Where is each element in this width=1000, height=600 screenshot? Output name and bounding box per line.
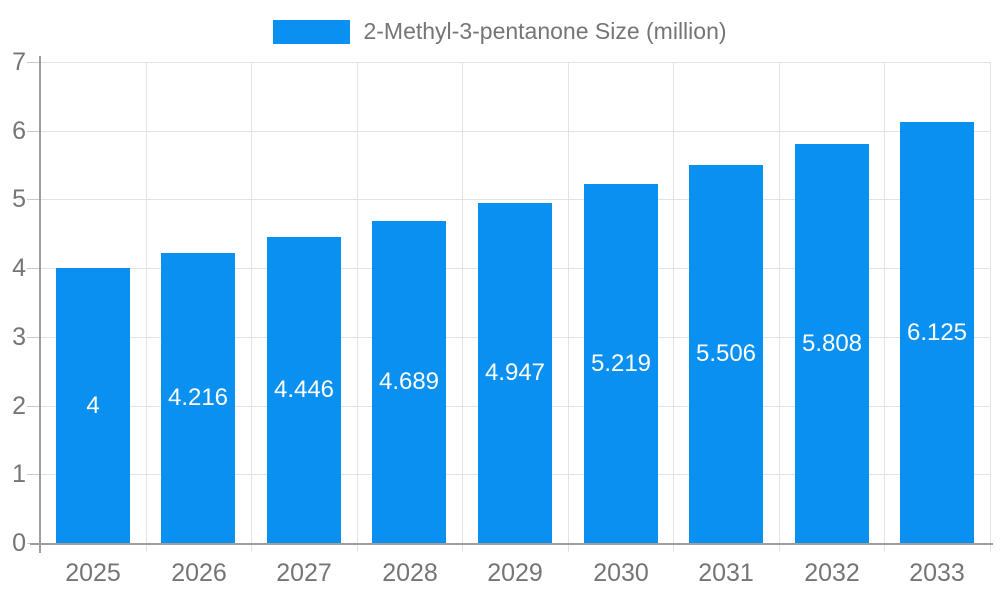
y-axis-label: 4 [12,254,26,282]
y-axis-tick [27,131,40,132]
grid-line-v [462,62,463,552]
grid-line-h [40,131,990,132]
y-axis-tick [27,406,40,407]
x-axis-line [30,543,993,545]
bar-value-label: 6.125 [906,318,968,346]
bar-value-label: 5.219 [590,349,652,377]
bar-value-label: 4.689 [378,368,440,395]
bar[interactable]: 4.947 [478,203,552,543]
x-axis-label: 2030 [593,559,649,587]
bar-value-label: 4.446 [273,376,335,403]
grid-line-h [40,199,990,200]
bar-value-label: 4.216 [167,384,229,411]
bar[interactable]: 4.446 [267,237,341,543]
grid-line-v [884,62,885,552]
bar[interactable]: 5.808 [795,144,869,543]
y-axis-tick [27,268,40,269]
grid-line-v [568,62,569,552]
y-axis-label: 0 [12,529,26,557]
y-axis-label: 6 [12,117,26,145]
y-axis-tick [27,337,40,338]
y-axis-tick [27,199,40,200]
x-axis-label: 2032 [804,559,860,587]
y-axis-label: 1 [12,460,26,488]
grid-line-v [357,62,358,552]
x-axis-label: 2025 [65,559,121,587]
legend-swatch-icon [273,19,351,44]
x-axis-label: 2028 [382,559,438,587]
bar[interactable]: 4 [56,268,130,543]
x-axis-label: 2027 [276,559,332,587]
y-axis-label: 3 [12,323,26,351]
bar[interactable]: 5.506 [689,165,763,543]
y-axis-label: 2 [12,392,26,420]
bar[interactable]: 4.689 [372,221,446,543]
grid-line-v [146,62,147,552]
bar[interactable]: 6.125 [900,122,974,543]
bar[interactable]: 5.219 [584,184,658,543]
y-axis-label: 7 [12,48,26,76]
bar-value-label: 5.506 [695,340,757,367]
grid-line-v [779,62,780,552]
grid-line-h [40,62,990,63]
grid-line-v [990,62,991,552]
grid-line-v [673,62,674,552]
x-axis-label: 2026 [171,559,227,587]
bar-value-label: 5.808 [801,329,863,357]
y-axis-tick [27,62,40,63]
y-axis-tick [27,474,40,475]
y-axis-line [39,56,41,553]
x-axis-label: 2031 [698,559,754,587]
bar-value-label: 4.947 [484,359,546,386]
x-axis-label: 2033 [909,559,965,587]
x-axis-label: 2029 [487,559,543,587]
bar-value-label: 4 [86,391,100,419]
legend-label: 2-Methyl-3-pentanone Size (million) [363,18,727,44]
legend[interactable]: 2-Methyl-3-pentanone Size (million) [0,18,1000,45]
bar[interactable]: 4.216 [161,253,235,543]
y-axis-label: 5 [12,185,26,213]
grid-line-v [251,62,252,552]
